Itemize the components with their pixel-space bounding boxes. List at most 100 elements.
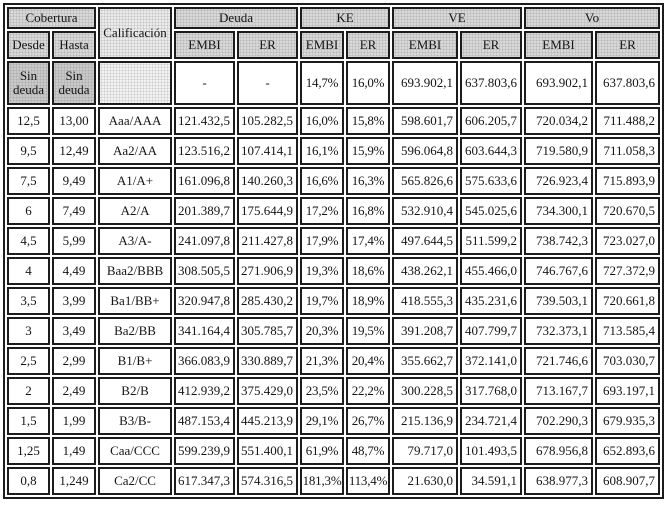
cell-vo-er: 711.488,2 <box>595 107 661 135</box>
cell-calificacion: B3/B- <box>98 407 173 435</box>
cell-desde: 1,25 <box>7 437 50 465</box>
cell-vo-embi: 713.167,7 <box>524 377 594 405</box>
col-desde: Desde <box>7 31 50 59</box>
cell-vo-embi: 720.034,2 <box>524 107 594 135</box>
cell-desde: 6 <box>7 197 50 225</box>
cell-ke-embi: 16,1% <box>300 137 345 165</box>
cell-ve-er: 234.721,4 <box>460 407 523 435</box>
cell-deuda-er: 375.429,0 <box>237 377 299 405</box>
cell-ve-er: 317.768,0 <box>460 377 523 405</box>
col-deuda-embi: EMBI <box>174 31 236 59</box>
cell-ke-er: 113,4% <box>346 467 391 495</box>
cell-ve-er: 34.591,1 <box>460 467 523 495</box>
table-body: Sin deuda Sin deuda - -14,7% 16,0% 693.902,1 6… <box>7 61 661 495</box>
cell-ve-embi: 215.136,9 <box>392 407 459 435</box>
cell-deuda-er: 105.282,5 <box>237 107 299 135</box>
col-vo-er: ER <box>595 31 661 59</box>
cell-desde: 2,5 <box>7 347 50 375</box>
header-group-row: Cobertura Calificación Deuda KE VE Vo <box>7 7 661 59</box>
col-group-ke: KE <box>300 7 391 29</box>
cell-deuda-er: 305.785,7 <box>237 317 299 345</box>
cell-deuda-er: 107.414,1 <box>237 137 299 165</box>
cell-desde: 4 <box>7 257 50 285</box>
cell-calificacion: A3/A- <box>98 227 173 255</box>
cell-desde: 0,8 <box>7 467 50 495</box>
cell-vo-er: 713.585,4 <box>595 317 661 345</box>
cell-vo-embi: 719.580,9 <box>524 137 594 165</box>
cell-hasta: 1,249 <box>52 467 97 495</box>
cell-vo-embi: 746.767,6 <box>524 257 594 285</box>
cell-calificacion: Ca2/CC <box>98 467 173 495</box>
cell-deuda-embi: 366.083,9 <box>174 347 236 375</box>
cell-deuda-embi: 123.516,2 <box>174 137 236 165</box>
cell-ve-er: 637.803,6 <box>460 61 523 105</box>
cell-deuda-embi: 320.947,8 <box>174 287 236 315</box>
cell-desde: 2 <box>7 377 50 405</box>
cell-deuda-embi: 617.347,3 <box>174 467 236 495</box>
table-row: 4,5 5,99 A3/A- 241.097,8 211.427,8 17,9% 17,4%… <box>7 227 661 255</box>
cell-vo-embi: 678.956,8 <box>524 437 594 465</box>
cell-ve-er: 606.205,7 <box>460 107 523 135</box>
cell-vo-er: 679.935,3 <box>595 407 661 435</box>
cell-ke-embi: 23,5% <box>300 377 345 405</box>
cell-ke-embi: 16,0% <box>300 107 345 135</box>
cell-hasta: 7,49 <box>52 197 97 225</box>
cell-vo-er: 723.027,0 <box>595 227 661 255</box>
col-vo-embi: EMBI <box>524 31 594 59</box>
col-group-ve: VE <box>392 7 523 29</box>
cell-deuda-er: 445.213,9 <box>237 407 299 435</box>
cell-hasta: 3,49 <box>52 317 97 345</box>
cell-desde: 4,5 <box>7 227 50 255</box>
cell-hasta: 9,49 <box>52 167 97 195</box>
cell-calificacion: B2/B <box>98 377 173 405</box>
cell-ke-er: 20,4% <box>346 347 391 375</box>
cell-ke-er: 15,8% <box>346 107 391 135</box>
cell-ke-embi: 181,3% <box>300 467 345 495</box>
cell-deuda-embi: 308.505,5 <box>174 257 236 285</box>
cell-ke-embi: 19,7% <box>300 287 345 315</box>
col-ve-er: ER <box>460 31 523 59</box>
cell-ve-embi: 79.717,0 <box>392 437 459 465</box>
col-group-deuda: Deuda <box>174 7 299 29</box>
cell-vo-er: 608.907,7 <box>595 467 661 495</box>
cell-ve-embi: 21.630,0 <box>392 467 459 495</box>
cell-ke-embi: 61,9% <box>300 437 345 465</box>
cell-desde: 3,5 <box>7 287 50 315</box>
cell-deuda-embi: 161.096,8 <box>174 167 236 195</box>
cell-ke-er: 16,3% <box>346 167 391 195</box>
table-row: 2 2,49 B2/B 412.939,2 375.429,0 23,5% 22,2% 300… <box>7 377 661 405</box>
cell-hasta: 1,49 <box>52 437 97 465</box>
table-row: Sin deuda Sin deuda - -14,7% 16,0% 693.902,1 6… <box>7 61 661 105</box>
cell-ve-er: 435.231,6 <box>460 287 523 315</box>
cell-calificacion: Baa2/BBB <box>98 257 173 285</box>
cell-desde: 7,5 <box>7 167 50 195</box>
table-row: 1,5 1,99 B3/B- 487.153,4 445.213,9 29,1% 26,7%… <box>7 407 661 435</box>
cell-deuda-embi: 121.432,5 <box>174 107 236 135</box>
col-deuda-er: ER <box>237 31 299 59</box>
cell-hasta: 13,00 <box>52 107 97 135</box>
table-row: 3 3,49 Ba2/BB 341.164,4 305.785,7 20,3% 19,5% 3… <box>7 317 661 345</box>
cell-deuda-embi: 599.239,9 <box>174 437 236 465</box>
cell-ve-embi: 391.208,7 <box>392 317 459 345</box>
cell-calificacion: Aa2/AA <box>98 137 173 165</box>
table-row: 9,5 12,49 Aa2/AA 123.516,2 107.414,1 16,1% 15,… <box>7 137 661 165</box>
cell-ve-embi: 355.662,7 <box>392 347 459 375</box>
cell-ve-er: 545.025,6 <box>460 197 523 225</box>
cell-ve-embi: 693.902,1 <box>392 61 459 105</box>
cell-vo-er: 715.893,9 <box>595 167 661 195</box>
cell-deuda-er: 211.427,8 <box>237 227 299 255</box>
cell-vo-er: 727.372,9 <box>595 257 661 285</box>
table-row: 3,5 3,99 Ba1/BB+ 320.947,8 285.430,2 19,7% 18,… <box>7 287 661 315</box>
cell-ve-er: 511.599,2 <box>460 227 523 255</box>
cell-vo-er: 693.197,1 <box>595 377 661 405</box>
cell-desde: 1,5 <box>7 407 50 435</box>
cell-ke-embi: 21,3% <box>300 347 345 375</box>
cell-ke-embi: 19,3% <box>300 257 345 285</box>
cell-vo-embi: 734.300,1 <box>524 197 594 225</box>
cell-hasta: 12,49 <box>52 137 97 165</box>
cell-ve-er: 372.141,0 <box>460 347 523 375</box>
cell-ke-er: 18,6% <box>346 257 391 285</box>
table-row: 7,5 9,49 A1/A+ 161.096,8 140.260,3 16,6% 16,3%… <box>7 167 661 195</box>
cell-hasta: 1,99 <box>52 407 97 435</box>
col-ke-embi: EMBI <box>300 31 345 59</box>
